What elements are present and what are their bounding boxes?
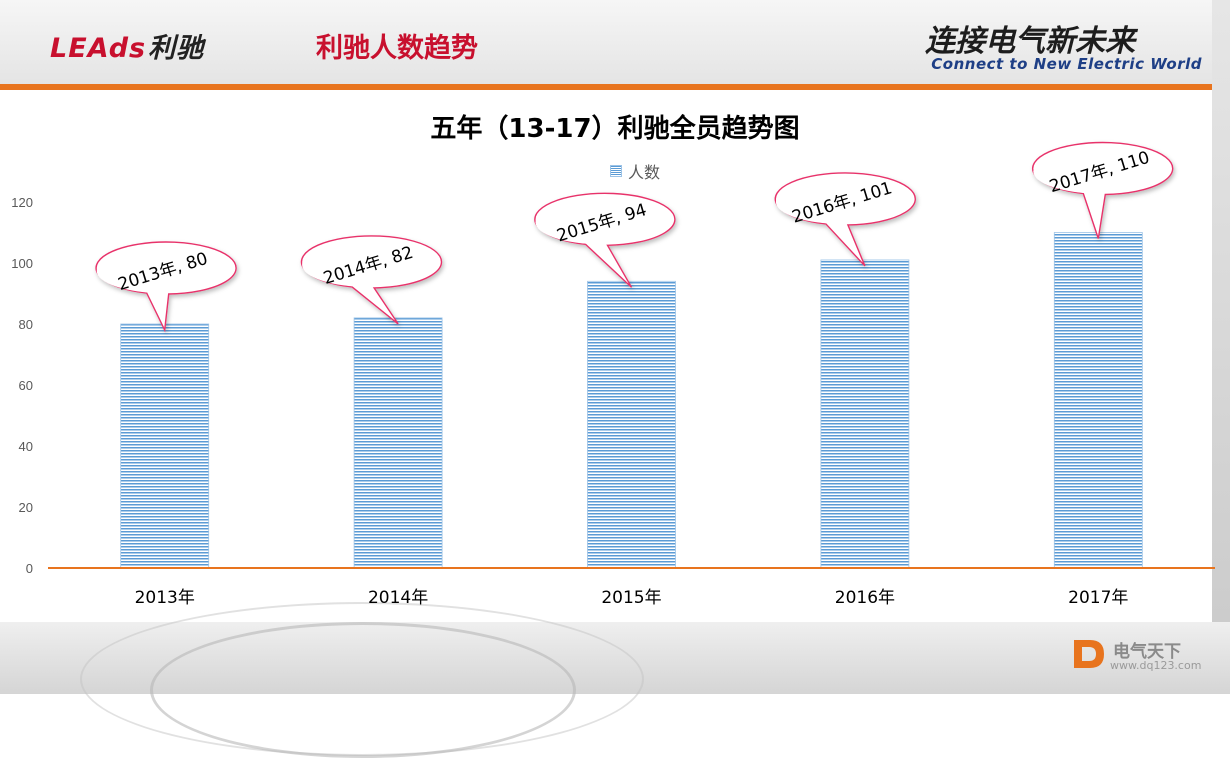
watermark-url: www.dq123.com [1110,659,1202,672]
x-tick-label: 2014年 [368,588,428,608]
legend-label: 人数 [628,163,661,182]
y-tick-label: 40 [19,439,33,454]
bar [1053,232,1143,569]
header-divider [0,84,1230,90]
y-tick-label: 120 [11,195,33,210]
watermark-logo-icon [1074,640,1104,668]
y-tick-label: 0 [26,561,33,576]
slogan-cn: 连接电气新未来 [925,24,1135,59]
watermark-name: 电气天下 [1113,642,1181,662]
right-edge-strip [1212,0,1230,694]
legend-swatch [610,165,622,177]
chart-legend: 人数 [610,159,660,183]
x-tick-label: 2015年 [601,588,661,608]
y-tick-label: 60 [19,378,33,393]
y-tick-label: 20 [19,500,33,515]
bar [353,317,443,569]
slogan-en: Connect to New Electric World [931,55,1202,73]
data-label-callout [95,241,237,333]
brand-latin: LEAds [50,33,147,64]
bar [120,323,210,569]
x-tick-label: 2017年 [1068,588,1128,608]
data-label-callout [774,172,916,267]
x-tick-label: 2013年 [135,588,195,608]
data-label-callout [534,192,676,288]
page-title: 利驰人数趋势 [316,33,478,64]
header-banner: LEAds利驰 利驰人数趋势 连接电气新未来 Connect to New El… [0,0,1230,86]
brand-cn: 利驰 [148,33,205,64]
data-label-callout [1032,141,1174,239]
footer-banner [0,602,1230,758]
brand-logo: LEAds利驰 [50,26,204,65]
bar-chart: 0 20 40 60 80 100 120 2013年 2014年 2015年 2016年 2017… [11,141,1215,608]
y-tick-label: 100 [11,256,33,271]
chart-title: 五年（13-17）利驰全员趋势图 [430,114,800,144]
bar [587,280,676,569]
data-label-callout [300,235,443,325]
bar [820,259,910,569]
y-tick-label: 80 [19,317,33,332]
x-tick-label: 2016年 [835,588,895,608]
